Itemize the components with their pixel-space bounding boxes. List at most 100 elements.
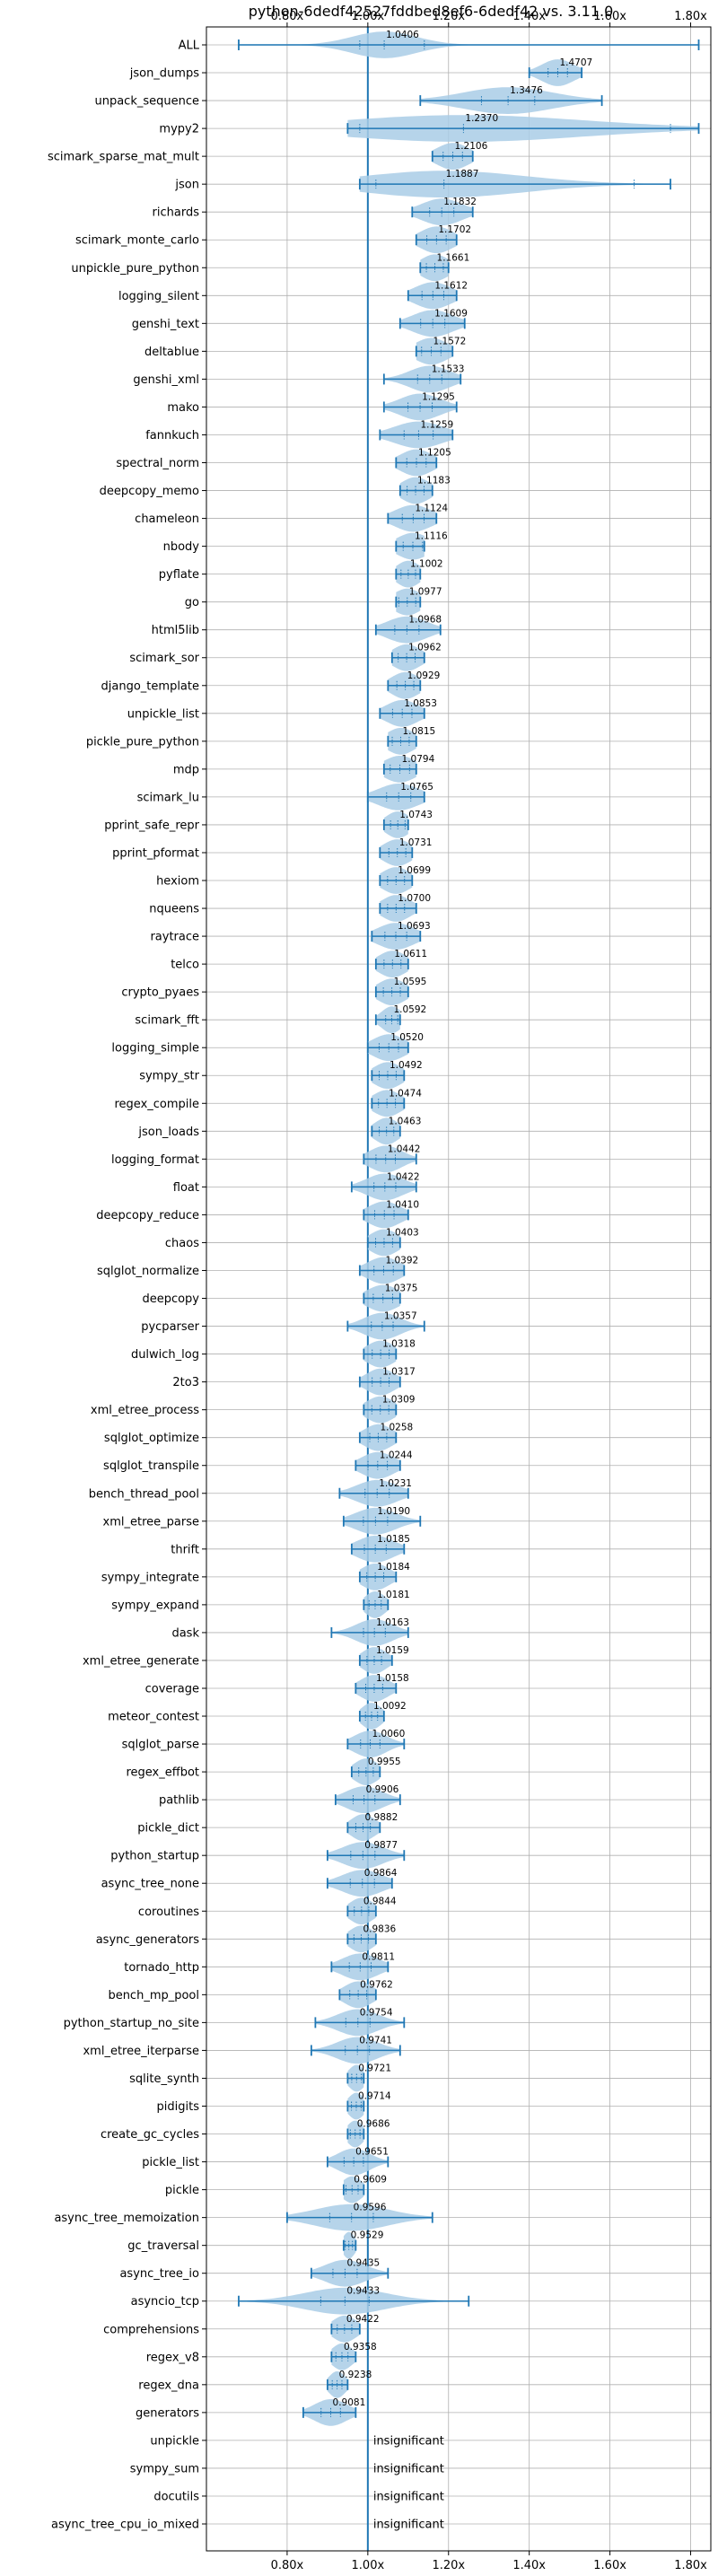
benchmark-label: deepcopy_reduce: [96, 1209, 199, 1222]
median-value-label: 1.0463: [389, 1116, 422, 1126]
median-value-label: 1.0815: [402, 726, 435, 737]
median-value-label: 1.1702: [438, 224, 471, 235]
benchmark-label: pathlib: [159, 1794, 199, 1808]
median-value-label: 1.0693: [398, 921, 431, 932]
median-value-label: 1.0410: [386, 1199, 419, 1210]
median-value-label: 1.2106: [455, 141, 488, 152]
benchmark-label: pickle_pure_python: [86, 735, 199, 749]
median-value-label: 1.0929: [407, 670, 441, 681]
benchmark-label: meteor_contest: [108, 1711, 199, 1724]
median-value-label: 0.9754: [360, 2007, 393, 2018]
median-value-label: 1.1832: [443, 197, 477, 207]
insignificant-label: insignificant: [373, 2519, 444, 2532]
benchmark-label: python_startup_no_site: [64, 2017, 199, 2030]
benchmark-label: regex_dna: [138, 2379, 199, 2392]
median-value-label: 1.1612: [434, 280, 468, 291]
benchmark-label: generators: [136, 2406, 199, 2420]
median-value-label: 1.1533: [432, 364, 465, 374]
median-value-label: 1.0060: [372, 1729, 406, 1739]
benchmark-label: thrift: [171, 1543, 199, 1556]
median-value-label: 1.0244: [380, 1450, 413, 1461]
benchmark-label: mdp: [173, 763, 199, 776]
benchmark-label: bench_mp_pool: [108, 1989, 199, 2002]
benchmark-label: docutils: [153, 2490, 199, 2503]
axes: 0.80x 0.80x 1.00x 1.00x 1.20x 1.20x 1.40x 1.40x…: [48, 10, 707, 2572]
median-value-label: 1.0092: [373, 1701, 407, 1712]
median-value-label: 0.9741: [359, 2035, 392, 2046]
median-value-label: 0.9811: [362, 1951, 395, 1962]
benchmark-label: async_generators: [96, 1933, 200, 1947]
median-value-label: 0.9721: [358, 2063, 391, 2073]
benchmark-label: scimark_sparse_mat_mult: [48, 151, 199, 164]
median-value-label: 0.9435: [346, 2258, 380, 2269]
benchmark-label: coverage: [145, 1682, 199, 1695]
median-value-label: 1.0442: [388, 1143, 421, 1154]
median-value-label: 0.9844: [363, 1896, 397, 1906]
median-value-label: 1.0474: [389, 1088, 422, 1099]
benchmark-label: json_dumps: [129, 67, 199, 81]
median-value-label: 0.9714: [358, 2090, 391, 2101]
benchmark-label: hexiom: [156, 875, 199, 889]
benchmark-label: deepcopy: [142, 1292, 199, 1306]
median-value-label: 0.9877: [364, 1840, 398, 1851]
median-value-label: 0.9762: [360, 1979, 393, 1990]
benchmark-label: nqueens: [149, 903, 199, 916]
benchmark-label: fannkuch: [145, 429, 199, 442]
median-value-label: 1.0700: [398, 893, 431, 904]
benchmark-label: logging_simple: [111, 1042, 199, 1056]
median-value-label: 1.0406: [386, 30, 419, 40]
median-value-label: 1.3476: [510, 85, 543, 96]
benchmark-label: float: [173, 1181, 199, 1195]
benchmark-label: regex_v8: [146, 2351, 199, 2364]
median-value-label: 1.0592: [393, 1004, 426, 1015]
median-value-label: 1.0181: [377, 1590, 410, 1600]
median-value-label: 1.0765: [400, 782, 433, 793]
median-value-label: 0.9238: [339, 2370, 372, 2380]
benchmark-label: telco: [171, 959, 199, 972]
chart-title: python-6dedf42527fddbed8ef6-6dedf42 vs. …: [249, 3, 614, 20]
x-tick-label-bottom: 1.20x: [432, 2559, 465, 2572]
benchmark-label: chameleon: [135, 513, 199, 526]
median-value-label: 1.0962: [408, 643, 442, 653]
median-value-label: 0.9596: [354, 2203, 387, 2213]
benchmark-label: scimark_monte_carlo: [75, 234, 199, 248]
median-value-label: 0.9882: [365, 1812, 398, 1823]
benchmark-label: sqlite_synth: [129, 2072, 199, 2086]
benchmark-label: coroutines: [138, 1906, 199, 1919]
insignificant-label: insignificant: [373, 2490, 444, 2503]
x-tick-label-top: 1.80x: [674, 10, 707, 23]
benchmark-label: mako: [167, 401, 199, 415]
median-value-label: 1.1205: [418, 448, 451, 459]
benchmark-label: pickle_list: [142, 2156, 199, 2169]
median-value-label: 1.1572: [433, 336, 467, 346]
median-value-label: 1.0699: [398, 865, 431, 876]
benchmark-label: logging_format: [111, 1153, 199, 1167]
benchmark-label: async_tree_io: [119, 2267, 199, 2281]
median-value-label: 1.1661: [437, 252, 470, 263]
median-value-label: 0.9358: [344, 2342, 377, 2353]
benchmark-label: genshi_text: [132, 318, 199, 331]
insignificant-label: insignificant: [373, 2434, 444, 2448]
median-value-label: 1.1259: [420, 419, 453, 430]
benchmark-label: sympy_sum: [130, 2462, 199, 2475]
benchmark-label: async_tree_cpu_io_mixed: [51, 2519, 199, 2532]
benchmark-label: scimark_fft: [135, 1014, 199, 1028]
median-value-label: 1.0185: [377, 1534, 410, 1545]
median-value-label: 0.9836: [363, 1923, 396, 1934]
benchmark-label: richards: [153, 206, 200, 220]
benchmark-label: regex_compile: [114, 1098, 199, 1111]
benchmark-label: 2to3: [172, 1376, 199, 1389]
benchmark-label: xml_etree_iterparse: [83, 2045, 199, 2058]
x-tick-label-top: 1.20x: [432, 10, 465, 23]
median-value-label: 1.1124: [415, 504, 448, 514]
x-tick-label-top: 1.60x: [593, 10, 626, 23]
x-tick-label-bottom: 0.80x: [271, 2559, 304, 2572]
median-value-label: 1.2370: [465, 113, 498, 124]
median-value-label: 1.0184: [377, 1562, 410, 1573]
median-value-label: 1.0158: [376, 1673, 409, 1684]
median-value-label: 1.0492: [390, 1060, 423, 1071]
median-value-label: 1.0318: [382, 1339, 416, 1350]
median-value-label: 0.9651: [355, 2147, 389, 2158]
median-value-label: 1.0611: [394, 949, 427, 959]
median-value-label: 1.0309: [382, 1395, 416, 1406]
